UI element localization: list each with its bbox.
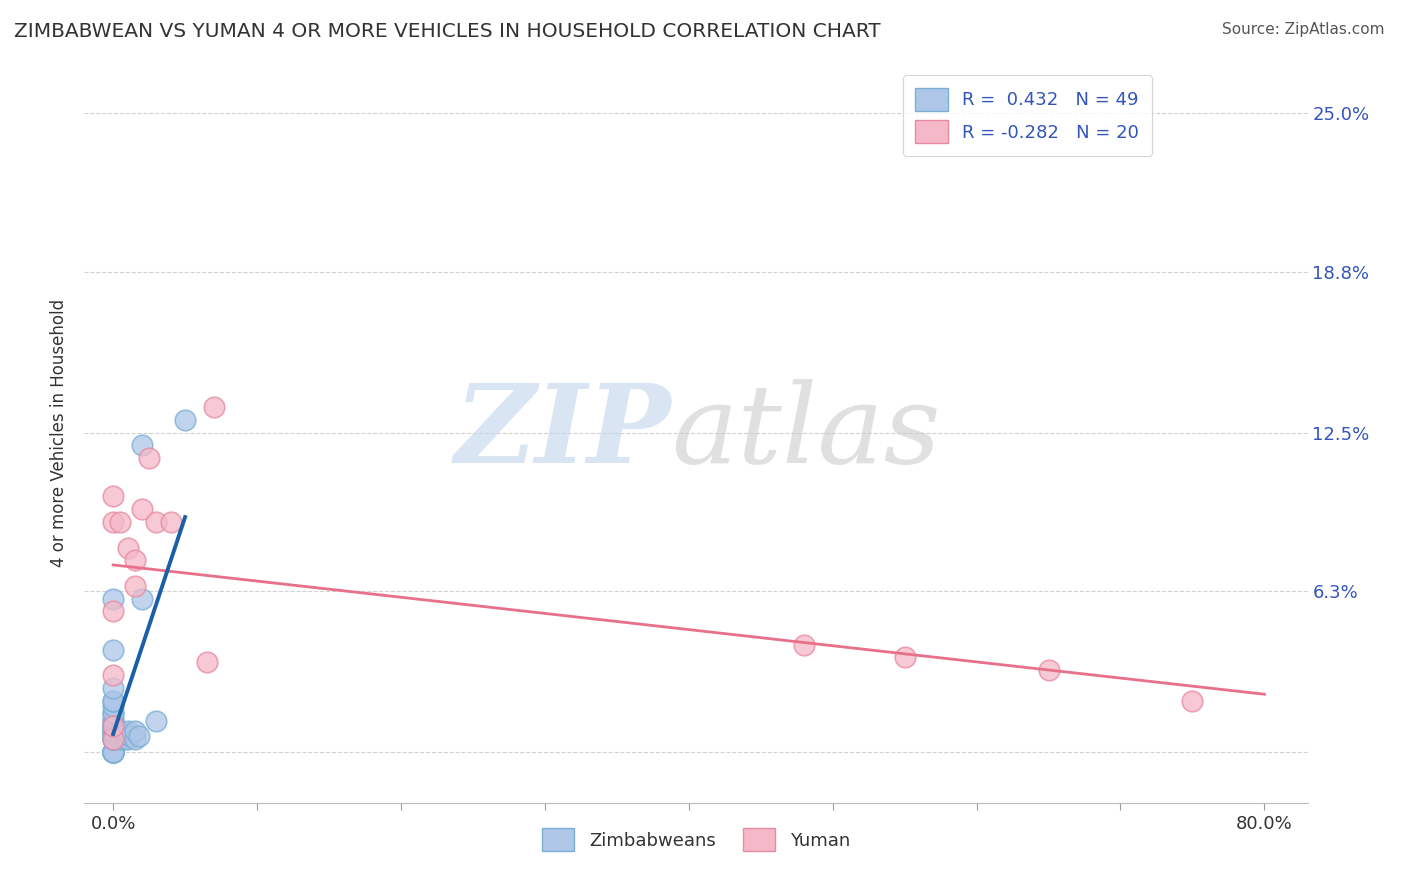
Point (101, 706, 124, 721)
Point (101, 727, 124, 741)
Point (101, 745, 124, 759)
Point (101, 719, 124, 733)
Point (195, 656, 218, 670)
Point (101, 745, 124, 759)
Point (101, 745, 124, 759)
Point (101, 668, 124, 682)
Point (101, 716, 124, 731)
Point (101, 719, 124, 733)
Text: ZIMBABWEAN VS YUMAN 4 OR MORE VEHICLES IN HOUSEHOLD CORRELATION CHART: ZIMBABWEAN VS YUMAN 4 OR MORE VEHICLES I… (14, 22, 880, 41)
Point (145, 714, 167, 728)
Point (120, 730, 142, 744)
Point (101, 724, 124, 739)
Point (131, 591, 153, 606)
Point (793, 638, 815, 652)
Point (110, 515, 132, 529)
Point (101, 731, 124, 746)
Point (124, 724, 146, 739)
Point (101, 490, 124, 504)
Point (131, 438, 153, 452)
Point (101, 694, 124, 708)
Point (1038, 663, 1060, 677)
Point (101, 681, 124, 695)
Text: atlas: atlas (672, 379, 941, 486)
Point (101, 731, 124, 746)
Point (101, 714, 124, 728)
Legend: Zimbabweans, Yuman: Zimbabweans, Yuman (533, 819, 859, 861)
Point (138, 451, 160, 466)
Point (101, 515, 124, 529)
Point (101, 745, 124, 759)
Point (124, 553, 146, 567)
Point (101, 724, 124, 739)
Point (117, 727, 139, 741)
Point (110, 724, 132, 739)
Point (145, 515, 167, 529)
Point (128, 730, 150, 744)
Point (101, 591, 124, 606)
Point (101, 719, 124, 733)
Point (101, 698, 124, 713)
Point (101, 731, 124, 746)
Point (101, 731, 124, 746)
Point (124, 731, 146, 746)
Point (101, 706, 124, 721)
Point (124, 579, 146, 593)
Point (893, 650, 915, 665)
Point (114, 727, 136, 741)
Point (101, 727, 124, 741)
Point (202, 400, 225, 414)
Point (114, 731, 136, 746)
Point (117, 541, 139, 555)
Point (110, 730, 132, 744)
Y-axis label: 4 or more Vehicles in Household: 4 or more Vehicles in Household (51, 299, 69, 566)
Point (101, 745, 124, 759)
Point (110, 731, 132, 746)
Point (101, 724, 124, 739)
Point (101, 719, 124, 733)
Point (1181, 694, 1204, 708)
Point (101, 712, 124, 726)
Point (101, 604, 124, 618)
Point (174, 413, 197, 427)
Point (117, 724, 139, 739)
Point (101, 745, 124, 759)
Point (101, 745, 124, 759)
Point (101, 731, 124, 746)
Point (101, 731, 124, 746)
Point (101, 719, 124, 733)
Point (101, 694, 124, 708)
Point (117, 731, 139, 746)
Point (101, 745, 124, 759)
Text: ZIP: ZIP (456, 379, 672, 486)
Text: Source: ZipAtlas.com: Source: ZipAtlas.com (1222, 22, 1385, 37)
Point (101, 642, 124, 657)
Point (131, 502, 153, 516)
Point (159, 515, 181, 529)
